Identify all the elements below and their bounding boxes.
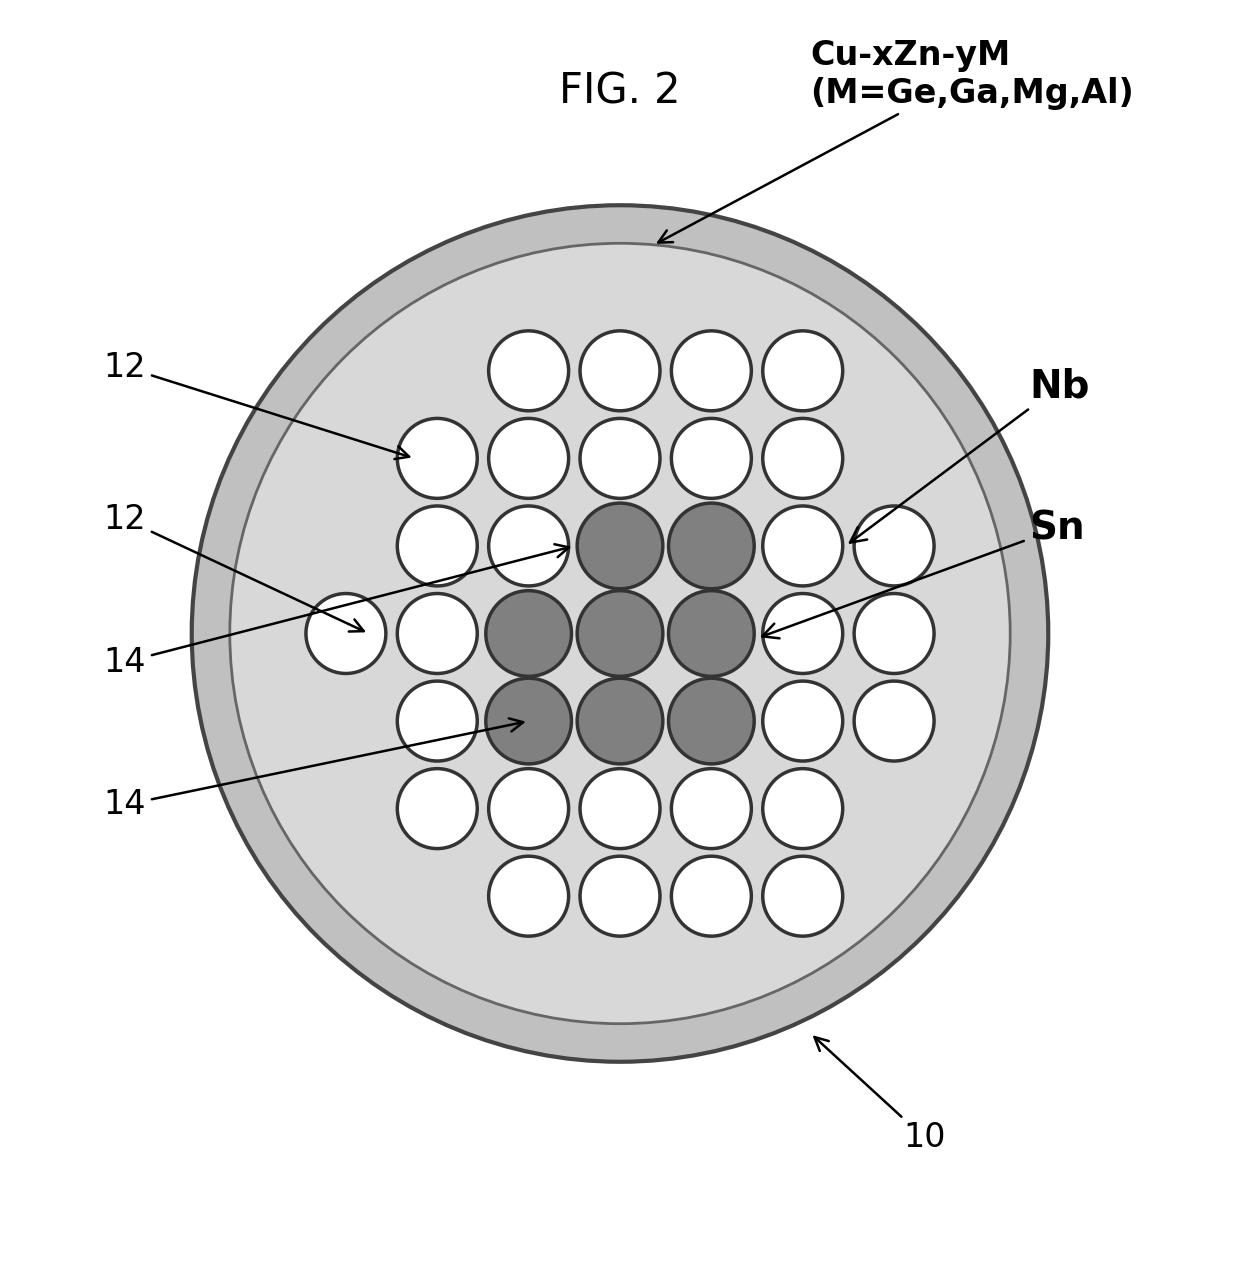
- Circle shape: [577, 678, 663, 764]
- Circle shape: [763, 593, 843, 674]
- Text: 14: 14: [104, 545, 569, 679]
- Circle shape: [668, 590, 754, 677]
- Circle shape: [489, 769, 569, 849]
- Text: Sn: Sn: [763, 509, 1085, 639]
- Circle shape: [668, 678, 754, 764]
- Circle shape: [763, 769, 843, 849]
- Circle shape: [577, 590, 663, 677]
- Circle shape: [671, 331, 751, 411]
- Text: 12: 12: [104, 503, 363, 631]
- Circle shape: [397, 682, 477, 761]
- Text: Nb: Nb: [849, 367, 1090, 542]
- Circle shape: [854, 593, 934, 674]
- Circle shape: [489, 856, 569, 936]
- Circle shape: [397, 593, 477, 674]
- Circle shape: [671, 856, 751, 936]
- Circle shape: [854, 506, 934, 585]
- Circle shape: [580, 418, 660, 498]
- Circle shape: [763, 418, 843, 498]
- Text: FIG. 2: FIG. 2: [559, 70, 681, 111]
- Circle shape: [192, 205, 1048, 1062]
- Circle shape: [671, 418, 751, 498]
- Circle shape: [763, 506, 843, 585]
- Circle shape: [854, 682, 934, 761]
- Circle shape: [763, 682, 843, 761]
- Circle shape: [397, 418, 477, 498]
- Circle shape: [580, 856, 660, 936]
- Circle shape: [489, 506, 569, 585]
- Text: 10: 10: [815, 1036, 946, 1154]
- Circle shape: [671, 769, 751, 849]
- Circle shape: [580, 331, 660, 411]
- Circle shape: [763, 331, 843, 411]
- Circle shape: [486, 590, 572, 677]
- Circle shape: [763, 856, 843, 936]
- Circle shape: [486, 678, 572, 764]
- Text: Cu-xZn-yM
(M=Ge,Ga,Mg,Al): Cu-xZn-yM (M=Ge,Ga,Mg,Al): [658, 39, 1135, 242]
- Circle shape: [397, 506, 477, 585]
- Circle shape: [397, 769, 477, 849]
- Circle shape: [577, 503, 663, 589]
- Circle shape: [580, 769, 660, 849]
- Circle shape: [306, 593, 386, 674]
- Text: 14: 14: [104, 718, 523, 821]
- Circle shape: [668, 503, 754, 589]
- Circle shape: [489, 331, 569, 411]
- Text: 12: 12: [104, 351, 409, 459]
- Circle shape: [489, 418, 569, 498]
- Circle shape: [229, 243, 1011, 1024]
